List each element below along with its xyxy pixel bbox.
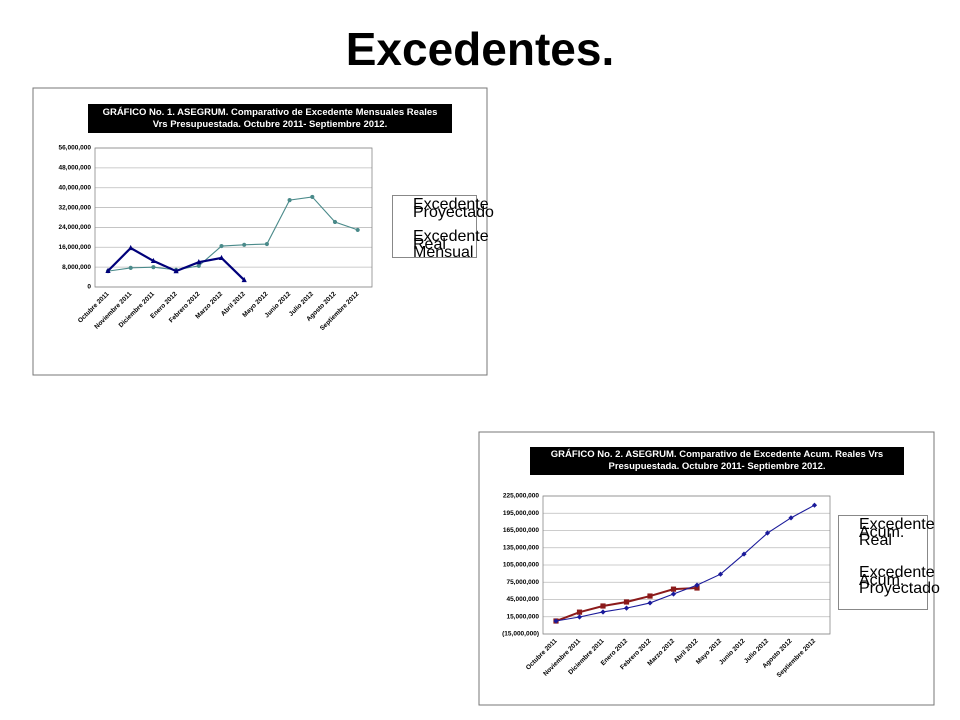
y-tick-label: 15,000,000 (506, 613, 539, 620)
data-point (741, 551, 747, 557)
data-point (219, 243, 224, 249)
data-point (150, 257, 156, 264)
y-tick-label: 16,000,000 (58, 244, 91, 251)
y-tick-label: 32,000,000 (58, 204, 91, 211)
y-tick-label: 165,000,000 (503, 527, 540, 534)
data-point (788, 515, 794, 521)
data-point (355, 227, 360, 232)
y-tick-label: 48,000,000 (58, 165, 91, 172)
y-tick-label: 24,000,000 (58, 224, 91, 231)
data-point (241, 276, 247, 283)
y-tick-label: 40,000,000 (58, 184, 91, 191)
data-point (647, 600, 653, 606)
y-tick-label: 8,000,000 (62, 264, 91, 271)
data-point (310, 194, 315, 199)
legend-label: Excedente Acum. Real (859, 516, 935, 549)
chart-title: GRÁFICO No. 1. ASEGRUM. Comparativo de E… (88, 104, 452, 133)
data-point (576, 614, 583, 620)
data-point (694, 582, 700, 588)
data-point (196, 259, 202, 265)
y-tick-label: 75,000,000 (506, 579, 539, 586)
legend-label: Excedente Acum. Proyectado (859, 563, 940, 597)
data-point (623, 599, 630, 605)
data-point (105, 267, 111, 273)
data-point (600, 603, 606, 609)
legend (392, 195, 477, 258)
data-point (264, 241, 269, 247)
y-tick-label: 135,000,000 (503, 544, 540, 551)
data-point (242, 242, 247, 247)
data-point (128, 265, 133, 270)
data-point (576, 609, 583, 615)
plot-border (542, 495, 831, 635)
series-line (107, 196, 358, 272)
legend-label: Excedente Real Mensual (413, 227, 489, 261)
data-point (764, 530, 771, 536)
data-point (647, 593, 653, 599)
y-tick-label: (15,000,000) (502, 631, 539, 638)
data-point (623, 605, 630, 611)
data-point (128, 244, 134, 251)
legend-label: Excedente Proyectado (413, 196, 494, 221)
data-point (173, 267, 179, 274)
data-point (287, 198, 292, 203)
y-tick-label: 45,000,000 (506, 596, 539, 603)
y-tick-label: 0 (87, 284, 91, 291)
data-point (196, 263, 201, 268)
data-point (600, 609, 606, 615)
y-tick-label: 105,000,000 (503, 562, 540, 569)
data-point (670, 586, 677, 592)
y-tick-label: 56,000,000 (58, 145, 91, 152)
data-point (151, 265, 156, 270)
data-point (811, 502, 818, 508)
y-tick-label: 225,000,000 (503, 493, 540, 500)
data-point (553, 618, 559, 624)
legend (838, 515, 928, 610)
data-point (218, 254, 225, 261)
data-point (717, 571, 724, 577)
data-point (670, 591, 677, 597)
data-point (694, 585, 700, 591)
data-point (332, 219, 338, 225)
y-tick-label: 195,000,000 (503, 510, 540, 517)
plot-border (94, 147, 373, 288)
series-line (555, 504, 815, 622)
chart-title: GRÁFICO No. 2. ASEGRUM. Comparativo de E… (530, 447, 904, 475)
slide-title: Excedentes. (345, 23, 615, 75)
